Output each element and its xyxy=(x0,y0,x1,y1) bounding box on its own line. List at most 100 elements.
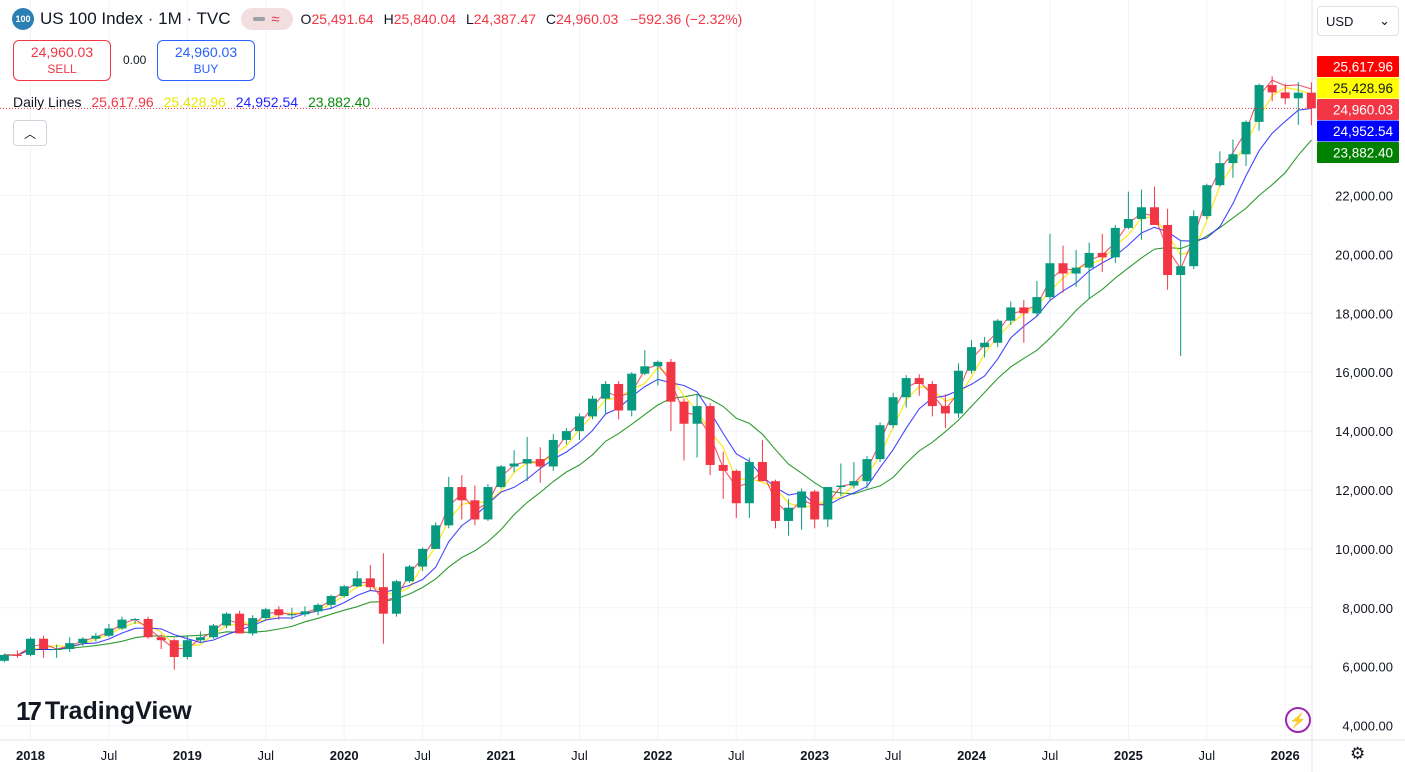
currency-value: USD xyxy=(1326,13,1354,29)
low-value: 24,387.47 xyxy=(473,11,537,27)
candle-body xyxy=(797,491,807,508)
candle-body xyxy=(39,638,49,650)
candle-body xyxy=(522,459,532,464)
candle-body xyxy=(862,459,872,482)
indicator-2-price-label-bg xyxy=(1317,77,1399,99)
open-label: O xyxy=(300,11,312,27)
candle-body xyxy=(1254,85,1264,122)
candle-body xyxy=(1189,216,1199,267)
candle-body xyxy=(1280,92,1290,99)
time-axis-label: Jul xyxy=(414,748,431,763)
symbol-logo[interactable]: 100 xyxy=(12,8,34,30)
candle-body xyxy=(313,604,323,612)
candle-body xyxy=(1097,252,1107,258)
candle-body xyxy=(535,459,545,467)
candle-body xyxy=(914,378,924,384)
price-axis-label: 10,000.00 xyxy=(1335,542,1393,557)
time-axis-label: Jul xyxy=(885,748,902,763)
candle-body xyxy=(352,578,362,587)
time-axis-label: Jul xyxy=(728,748,745,763)
tradingview-mark-icon: 17 xyxy=(16,696,42,726)
candle-body xyxy=(169,640,179,657)
chevron-down-icon: ⌄ xyxy=(1379,13,1390,28)
candle-body xyxy=(1123,219,1133,228)
candle-body xyxy=(614,383,624,411)
indicator-2-price-label: 25,428.96 xyxy=(1333,81,1393,96)
price-axis-label: 12,000.00 xyxy=(1335,483,1393,498)
candle-body xyxy=(548,439,558,467)
candle-body xyxy=(235,613,245,634)
price-axis-label: 4,000.00 xyxy=(1342,719,1393,734)
time-axis-label: 2019 xyxy=(173,748,202,763)
collapse-legend-button[interactable]: ︿ xyxy=(13,120,47,146)
buy-button[interactable]: 24,960.03 BUY xyxy=(157,40,255,81)
candle-body xyxy=(143,618,153,638)
candle-body xyxy=(1110,227,1120,258)
candle-body xyxy=(588,398,598,417)
candle-body xyxy=(1150,207,1160,225)
indicator-value-4: 23,882.40 xyxy=(307,94,371,110)
close-value: 24,960.03 xyxy=(556,11,619,27)
candle-body xyxy=(875,425,885,460)
market-status-pill[interactable]: ≈ xyxy=(240,8,293,30)
candle-body xyxy=(784,507,794,521)
indicator-line-4 xyxy=(4,139,1312,656)
time-axis-label: Jul xyxy=(1198,748,1215,763)
candle-body xyxy=(927,383,937,407)
candle-body xyxy=(770,481,780,521)
candle-body xyxy=(1176,266,1186,276)
candle-body xyxy=(901,378,911,398)
indicator-value-3: 24,952.54 xyxy=(235,94,299,110)
candle-body xyxy=(1215,163,1225,186)
time-axis-label: 2018 xyxy=(16,748,45,763)
candle-body xyxy=(65,643,75,650)
candle-body xyxy=(1006,307,1016,321)
candle-body xyxy=(26,638,35,655)
indicator-1-price-label-bg xyxy=(1317,56,1399,77)
time-axis-label: 2024 xyxy=(957,748,987,763)
indicator-value-2: 25,428.96 xyxy=(163,94,226,110)
time-axis-label: Jul xyxy=(257,748,274,763)
candle-body xyxy=(339,586,349,597)
candle-body xyxy=(744,462,754,504)
indicator-4-price-label-bg xyxy=(1317,142,1399,163)
candle-body xyxy=(666,361,676,402)
last-price-label: 24,960.03 xyxy=(1333,103,1393,118)
candle-body xyxy=(888,397,898,426)
candle-body xyxy=(483,487,493,520)
indicator-3-price-label: 24,952.54 xyxy=(1333,124,1394,139)
candle-body xyxy=(509,463,519,467)
currency-select[interactable]: USD ⌄ xyxy=(1317,6,1399,36)
candle-body xyxy=(52,649,62,651)
open-value: 25,491.64 xyxy=(311,11,374,27)
candle-body xyxy=(0,654,9,661)
candle-body xyxy=(953,370,963,414)
candle-body xyxy=(718,464,728,471)
candle-body xyxy=(130,618,140,620)
time-axis-label: 2022 xyxy=(643,748,672,763)
symbol-title[interactable]: US 100 Index · 1M · TVC xyxy=(40,9,231,28)
tradingview-logo[interactable]: 17 TradingView xyxy=(16,696,192,727)
candle-body xyxy=(810,491,820,520)
sell-button[interactable]: 24,960.03 SELL xyxy=(13,40,111,81)
candle-body xyxy=(940,406,950,414)
settings-gear-icon[interactable]: ⚙ xyxy=(1350,744,1366,763)
candle-body xyxy=(993,320,1003,343)
candle-body xyxy=(444,487,454,526)
price-axis-label: 18,000.00 xyxy=(1335,306,1393,321)
candle-body xyxy=(405,566,415,582)
price-axis-label: 22,000.00 xyxy=(1335,189,1393,204)
time-axis-label: 2020 xyxy=(330,748,359,763)
close-label: C xyxy=(545,11,557,27)
time-axis-label: 2023 xyxy=(800,748,829,763)
candle-body xyxy=(300,611,310,615)
candle-body xyxy=(274,609,284,616)
lightning-icon[interactable]: ⚡ xyxy=(1285,707,1311,733)
candle-body xyxy=(731,470,741,504)
candle-body xyxy=(222,613,232,626)
candle-body xyxy=(104,628,114,636)
indicator-legend[interactable]: Daily Lines 25,617.96 25,428.96 24,952.5… xyxy=(13,94,376,110)
dash-icon xyxy=(253,17,266,21)
